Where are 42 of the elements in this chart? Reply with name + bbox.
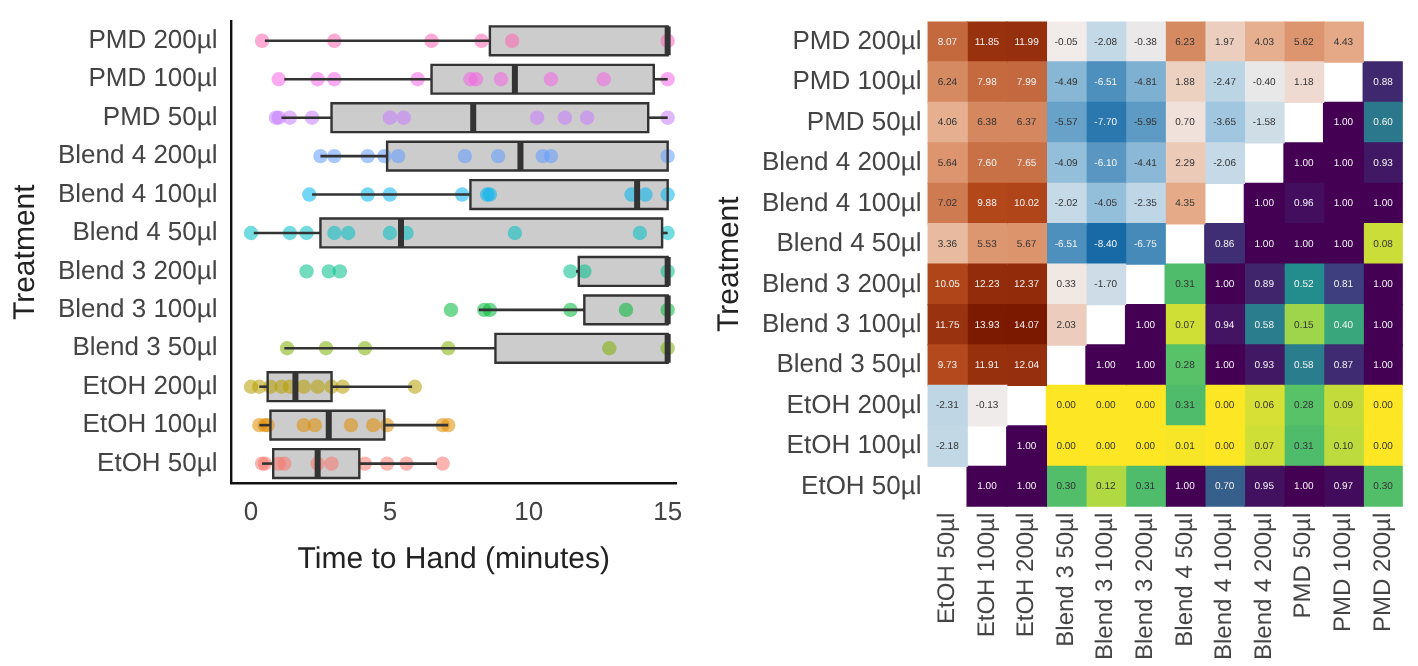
y-tick-label: Blend 3 50µl <box>776 348 922 379</box>
y-tick-label: EtOH 100µl <box>786 429 922 460</box>
y-tick-label: EtOH 100µl <box>82 408 218 439</box>
x-tick-label: Blend 3 50µl <box>1050 512 1079 647</box>
y-tick-label: Blend 4 200µl <box>761 146 922 177</box>
y-tick-label: Blend 3 100µl <box>57 293 218 324</box>
y-tick-label: Blend 3 50µl <box>72 331 218 362</box>
y-tick-label: Blend 3 200µl <box>761 267 922 298</box>
y-tick-label: Blend 4 100µl <box>761 186 922 217</box>
y-tick-label: PMD 100µl <box>88 62 218 93</box>
y-tick-label: PMD 200µl <box>88 23 218 54</box>
x-tick-label: PMD 50µl <box>1288 512 1317 619</box>
y-tick-label: Blend 3 100µl <box>761 307 922 338</box>
y-tick-label: PMD 50µl <box>806 105 922 136</box>
y-tick-label: EtOH 50µl <box>801 469 922 500</box>
x-tick-label: 15 <box>653 495 683 526</box>
y-tick-label: PMD 50µl <box>102 100 218 131</box>
x-tick-label: PMD 100µl <box>1328 512 1357 632</box>
y-axis-title: Treatment <box>712 194 747 332</box>
x-axis-title: Time to Hand (minutes) <box>297 542 610 577</box>
y-tick-label: EtOH 50µl <box>97 446 218 477</box>
x-tick-label: 0 <box>243 495 259 526</box>
y-tick-label: Blend 4 50µl <box>776 227 922 258</box>
y-tick-label: PMD 100µl <box>792 65 922 96</box>
x-tick-label: Blend 4 200µl <box>1248 512 1277 661</box>
y-tick-label: Blend 4 200µl <box>57 139 218 170</box>
x-tick-label: PMD 200µl <box>1367 512 1396 632</box>
y-axis-title: Treatment <box>8 182 43 321</box>
y-tick-label: EtOH 200µl <box>786 388 922 419</box>
x-tick-label: EtOH 100µl <box>971 512 1000 638</box>
x-tick-label: Blend 3 200µl <box>1130 512 1159 661</box>
x-tick-label: Blend 4 100µl <box>1209 512 1238 661</box>
y-tick-label: Blend 4 50µl <box>72 216 218 247</box>
x-tick-label: Blend 3 100µl <box>1090 512 1119 661</box>
y-tick-label: Blend 3 200µl <box>57 254 218 285</box>
y-tick-label: Blend 4 100µl <box>57 177 218 208</box>
y-tick-label: EtOH 200µl <box>82 369 218 400</box>
x-tick-label: EtOH 200µl <box>1011 512 1040 638</box>
x-tick-label: Blend 4 50µl <box>1169 512 1198 647</box>
x-tick-label: 10 <box>514 495 544 526</box>
y-tick-label: PMD 200µl <box>792 24 922 55</box>
x-tick-label: 5 <box>382 495 398 526</box>
